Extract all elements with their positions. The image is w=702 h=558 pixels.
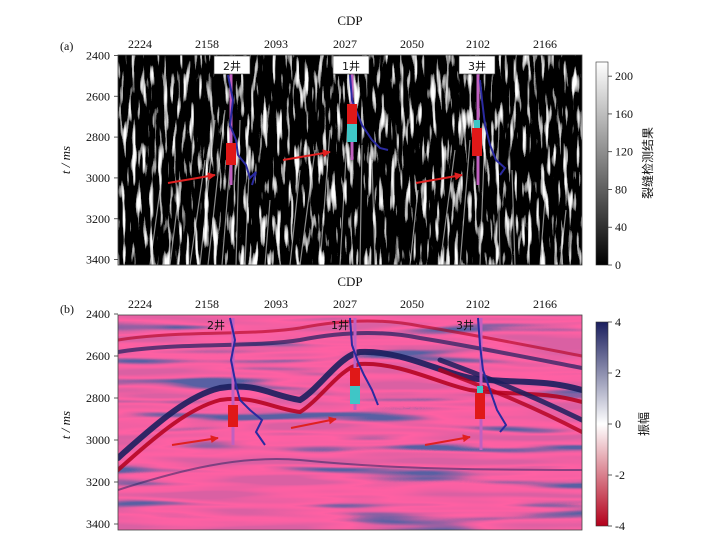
y-axis-title-a: t / ms	[58, 146, 73, 174]
x-tick-label: 2158	[195, 297, 219, 311]
colorbar-tick-label: 80	[615, 182, 627, 196]
x-tick-label: 2224	[128, 37, 152, 51]
y-tick-label: 3400	[86, 517, 110, 531]
colorbar-tick-label: 0	[615, 258, 621, 272]
panel-label-a: (a)	[60, 39, 73, 53]
well-label-3-b: 3井	[456, 318, 474, 332]
colorbar-tick-label: -2	[615, 468, 625, 482]
colorbar-b: 4 2 0 -2 -4 振幅	[595, 315, 651, 533]
colorbar-title-a: 裂缝检测结果	[640, 127, 655, 199]
panel-label-b: (b)	[60, 302, 74, 316]
y-tick-label: 2800	[86, 130, 110, 144]
x-ticks-a: 2224 2158 2093 2027 2050 2102 2166	[128, 37, 557, 59]
x-tick-label: 2166	[533, 297, 557, 311]
well-label-2-b: 2井	[207, 318, 225, 332]
x-tick-label: 2102	[466, 37, 490, 51]
y-axis-title-b: t / ms	[58, 411, 73, 439]
wells-b	[228, 317, 508, 450]
x-tick-label: 2027	[333, 37, 357, 51]
colorbar-tick-label: 120	[615, 145, 633, 159]
y-tick-label: 2400	[86, 48, 110, 62]
y-ticks-a: 2400 2600 2800 3000 3200 3400	[86, 48, 118, 267]
colorbar-a: 200 160 120 80 40 0 裂缝检测结果	[595, 61, 655, 272]
x-tick-label: 2050	[400, 297, 424, 311]
y-tick-label: 3400	[86, 253, 110, 267]
x-tick-label: 2093	[264, 37, 288, 51]
panel-b: (b) CDP 2224 2158 2093 2027 2050 2102 2166	[58, 274, 651, 533]
colorbar-tick-label: 40	[615, 220, 627, 234]
well-label-1-b: 1井	[331, 318, 349, 332]
plot-area-b	[118, 315, 582, 530]
x-tick-label: 2027	[333, 297, 357, 311]
colorbar-tick-label: 2	[615, 366, 621, 380]
x-tick-label: 2158	[195, 37, 219, 51]
x-ticks-b: 2224 2158 2093 2027 2050 2102 2166	[128, 297, 557, 319]
well-labels-b: 2井 1井 3井	[207, 318, 474, 332]
colorbar-tick-label: -4	[615, 519, 625, 533]
colorbar-tick-label: 4	[615, 315, 621, 329]
colorbar-tick-label: 200	[615, 69, 633, 83]
y-tick-label: 2800	[86, 391, 110, 405]
y-tick-label: 2400	[86, 307, 110, 321]
well-label-3-a: 3井	[468, 59, 486, 73]
well-label-2-a: 2井	[223, 59, 241, 73]
y-tick-label: 3200	[86, 475, 110, 489]
colorbar-tick-label: 0	[615, 417, 621, 431]
x-axis-title-b: CDP	[337, 274, 362, 289]
x-tick-label: 2093	[264, 297, 288, 311]
x-tick-label: 2224	[128, 297, 152, 311]
panel-a: (a) CDP 2224 2158 2093 2027 2050 2102 2166	[58, 13, 655, 272]
y-tick-label: 2600	[86, 89, 110, 103]
well-labels-a: 2井 1井 3井	[213, 55, 496, 75]
x-tick-label: 2166	[533, 37, 557, 51]
x-axis-title-a: CDP	[337, 13, 362, 28]
x-tick-label: 2050	[400, 37, 424, 51]
y-tick-label: 2600	[86, 349, 110, 363]
x-tick-label: 2102	[466, 297, 490, 311]
well-label-1-a: 1井	[342, 59, 360, 73]
y-tick-label: 3000	[86, 433, 110, 447]
y-ticks-b: 2400 2600 2800 3000 3200 3400	[86, 307, 118, 531]
plot-area-a	[118, 55, 582, 265]
colorbar-tick-label: 160	[615, 107, 633, 121]
wells-a	[226, 60, 507, 186]
y-tick-label: 3200	[86, 212, 110, 226]
y-tick-label: 3000	[86, 171, 110, 185]
colorbar-title-b: 振幅	[636, 412, 651, 436]
